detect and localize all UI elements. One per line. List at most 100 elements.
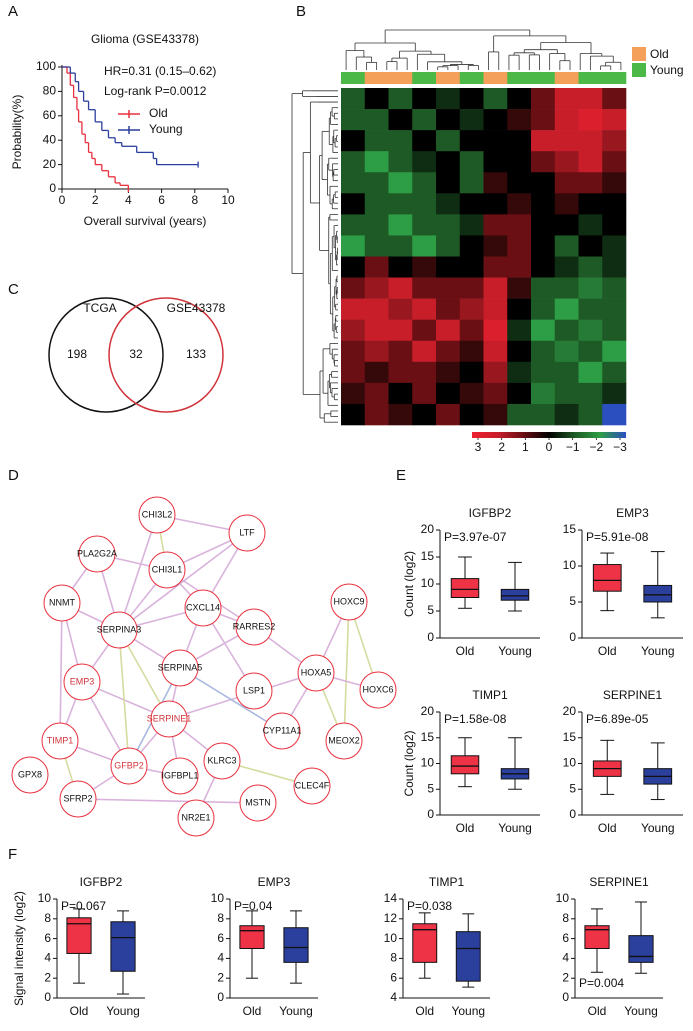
heatmap-cell	[554, 340, 579, 363]
annotation: HR=0.31 (0.15–0.62)	[104, 64, 216, 78]
heatmap-cell	[341, 361, 366, 384]
heatmap-cell	[364, 277, 389, 299]
x-tick-label: 0	[59, 193, 66, 207]
node-label: KLRC3	[207, 755, 236, 765]
heatmap-cell	[388, 256, 413, 278]
heatmap-cell	[412, 277, 437, 299]
annotation: Log-rank P=0.0012	[104, 84, 207, 98]
heatmap-cell	[436, 319, 461, 342]
y-axis-label: Probability(%)	[10, 95, 24, 170]
heatmap-cell	[436, 193, 461, 215]
node-label: MEOX2	[328, 735, 360, 745]
heatmap-cell	[554, 403, 579, 426]
heatmap-cell	[459, 109, 484, 131]
y-tick-label: 15	[421, 549, 435, 563]
heatmap-cell	[436, 235, 461, 257]
heatmap-cell	[436, 256, 461, 278]
heatmap-cell	[459, 256, 484, 278]
scale-tick-label: −1	[566, 440, 580, 454]
y-tick-label: 0	[569, 807, 576, 821]
heatmap-cell	[602, 319, 627, 342]
heatmap-cell	[507, 109, 532, 131]
venn-set	[108, 297, 224, 413]
y-tick-label: 6	[44, 931, 51, 945]
heatmap-cell	[531, 235, 556, 257]
heatmap-cell	[388, 214, 413, 236]
y-tick-label: 5	[569, 781, 576, 795]
heatmap-cell	[412, 319, 437, 342]
network-node	[59, 780, 97, 818]
annotation: P=5.91e-08	[586, 530, 649, 544]
heatmap-cell	[578, 130, 603, 152]
heatmap-cell	[436, 109, 461, 131]
y-tick-label: 10	[38, 891, 52, 905]
node-label: HOXA5	[301, 667, 332, 677]
box	[592, 564, 622, 592]
heatmap-cell	[364, 361, 389, 384]
heatmap-cell	[531, 214, 556, 236]
heatmap-cell	[554, 256, 579, 278]
heatmap-cell	[507, 172, 532, 194]
heatmap-cell	[507, 256, 532, 278]
heatmap-cell	[341, 256, 366, 278]
annotation: P=6.89e-05	[586, 712, 649, 726]
heatmap-cell	[388, 130, 413, 152]
y-tick-label: 2	[217, 970, 224, 984]
heatmap-cell	[554, 277, 579, 299]
column-annotation	[554, 72, 579, 84]
y-tick-label: 10	[421, 756, 435, 770]
y-tick-label: 12	[384, 911, 398, 925]
heatmap-cell	[483, 109, 508, 131]
y-tick-label: 4	[217, 951, 224, 965]
heatmap-cell	[554, 319, 579, 342]
heatmap-cell	[602, 193, 627, 215]
heatmap-cell	[531, 193, 556, 215]
x-axis-label: Overall survival (years)	[84, 214, 207, 228]
heatmap-cell	[364, 109, 389, 131]
node-label: EMP3	[70, 676, 95, 686]
x-tick-label: Old	[456, 821, 475, 835]
venn-count: 198	[67, 347, 87, 361]
heatmap-cell	[531, 298, 556, 320]
heatmap-cell	[507, 340, 532, 363]
heatmap-cell	[388, 361, 413, 384]
y-tick-label: 8	[562, 911, 569, 925]
network-node	[359, 671, 397, 709]
network-edge	[77, 798, 259, 804]
y-axis-label: Count (log2)	[402, 730, 416, 796]
heatmap-cell	[483, 193, 508, 215]
heatmap-cell	[412, 256, 437, 278]
heatmap-cell	[554, 361, 579, 384]
heatmap-cell	[602, 298, 627, 320]
column-annotation	[531, 72, 556, 84]
network-node	[263, 712, 301, 750]
node-label: TIMP1	[47, 735, 74, 745]
chart-title: EMP3	[258, 875, 291, 889]
heatmap-cell	[388, 151, 413, 173]
heatmap-cell	[554, 298, 579, 320]
heatmap-cell	[388, 319, 413, 342]
y-tick-label: 100	[36, 59, 56, 73]
heatmap-cell	[412, 193, 437, 215]
heatmap-cell	[341, 340, 366, 363]
heatmap-cell	[412, 214, 437, 236]
network-node	[63, 663, 101, 701]
box	[455, 931, 481, 982]
heatmap-cell	[341, 109, 366, 131]
network-node	[203, 742, 241, 780]
heatmap-cell	[531, 319, 556, 342]
y-tick-label: 15	[421, 730, 435, 744]
network-node	[138, 496, 176, 534]
network-node	[330, 583, 368, 621]
legend-swatch	[632, 63, 646, 77]
heatmap-cell	[602, 235, 627, 257]
heatmap-cell	[578, 151, 603, 173]
network-node	[78, 535, 116, 573]
y-tick-label: 2	[44, 970, 51, 984]
panel-label: D	[8, 467, 19, 484]
network-node	[293, 767, 331, 805]
heatmap-cell	[412, 130, 437, 152]
heatmap-cell	[578, 340, 603, 363]
y-axis-label: Count (log2)	[402, 551, 416, 617]
legend-label: Young	[149, 122, 183, 136]
